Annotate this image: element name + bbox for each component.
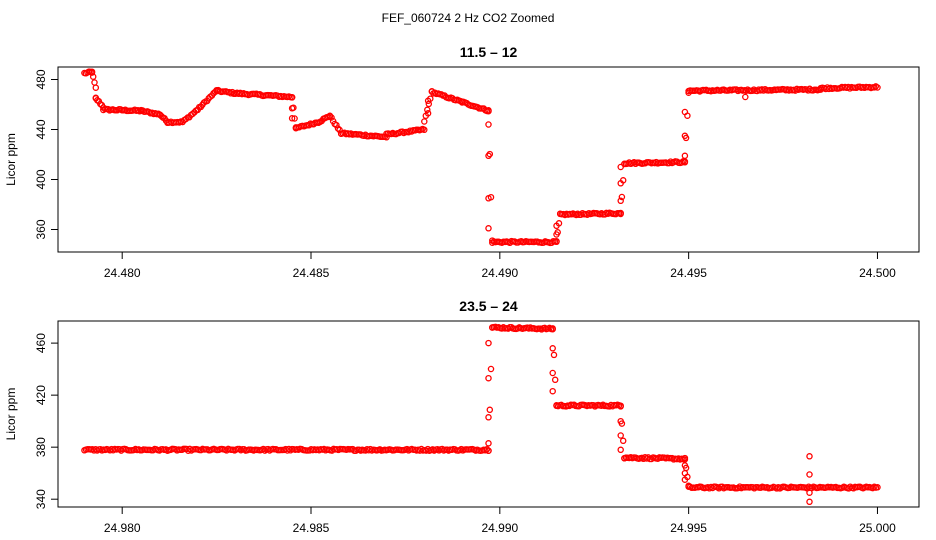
x-tick-label: 24.485: [293, 266, 330, 280]
data-point: [424, 97, 432, 105]
data-point: [334, 125, 342, 132]
data-point: [92, 95, 100, 102]
data-point: [88, 69, 96, 76]
data-point: [189, 110, 196, 118]
data-point: [617, 180, 624, 187]
data-point: [549, 369, 556, 377]
x-tick-label: 25.000: [859, 521, 896, 535]
data-point: [806, 489, 813, 496]
x-tick-label: 24.495: [670, 266, 707, 280]
y-tick-label: 400: [34, 169, 48, 189]
data-point: [681, 469, 689, 477]
x-tick-label: 24.500: [859, 266, 896, 280]
data-point: [483, 446, 491, 453]
data-point: [485, 152, 492, 160]
data-point: [617, 163, 624, 171]
x-tick-label: 24.980: [104, 521, 141, 535]
plot-frame: [57, 66, 920, 253]
data-point: [291, 115, 298, 122]
data-point: [617, 403, 624, 410]
data-point: [619, 437, 627, 445]
data-point: [485, 121, 492, 128]
data-point: [485, 374, 492, 382]
data-point: [806, 453, 813, 460]
x-tick-label: 24.995: [670, 521, 707, 535]
y-tick-label: 440: [34, 119, 48, 139]
y-axis-label: Licor ppm: [4, 133, 18, 186]
data-point: [806, 471, 813, 478]
data-point: [553, 231, 560, 238]
data-point: [549, 345, 556, 352]
data-point: [328, 114, 335, 121]
data-point: [485, 107, 492, 114]
y-tick-label: 380: [34, 437, 48, 457]
data-point: [681, 108, 689, 116]
data-point: [333, 121, 340, 129]
y-tick-label: 480: [34, 69, 48, 89]
data-point: [89, 73, 97, 80]
panel-title: 23.5 – 24: [459, 298, 518, 314]
data-point: [92, 84, 100, 91]
data-point: [421, 118, 428, 125]
y-tick-label: 340: [34, 489, 48, 509]
x-tick-label: 24.985: [293, 521, 330, 535]
x-tick-label: 24.490: [481, 266, 518, 280]
data-point: [617, 446, 624, 454]
data-point: [617, 197, 624, 205]
data-point: [485, 339, 492, 347]
y-axis-label: Licor ppm: [4, 388, 18, 441]
data-point: [288, 105, 296, 112]
data-point: [549, 325, 556, 332]
data-point: [617, 417, 624, 425]
data-point: [681, 462, 689, 469]
data-point: [681, 456, 689, 463]
data-point: [551, 376, 559, 384]
data-point: [549, 387, 556, 395]
data-point: [421, 126, 428, 134]
data-point: [681, 476, 689, 483]
data-point: [874, 84, 881, 91]
data-point: [485, 195, 492, 202]
panel-title: 11.5 – 12: [460, 44, 518, 60]
data-point: [806, 498, 813, 506]
data-point: [326, 112, 334, 120]
data-point: [485, 225, 492, 232]
data-point: [182, 115, 190, 123]
data-point: [553, 222, 560, 230]
data-point: [681, 152, 689, 160]
data-point: [424, 110, 432, 117]
data-point: [336, 126, 343, 134]
data-point: [618, 193, 626, 201]
y-tick-label: 460: [34, 333, 48, 353]
data-point: [681, 132, 689, 140]
data-point: [874, 484, 881, 491]
x-tick-label: 24.480: [104, 266, 141, 280]
panel-bottom: 23.5 – 24 24.980 24.985 24.990 24.995 25.000 3…: [4, 298, 920, 535]
data-point: [383, 134, 390, 141]
panel-top: 11.5 – 12 24.480 24.485 24.490 24.495 24.500 3…: [4, 44, 920, 280]
data-points: [81, 68, 881, 247]
data-point: [553, 237, 560, 245]
data-point: [485, 447, 492, 454]
figure-title: FEF_060724 2 Hz CO2 Zoomed: [382, 11, 555, 25]
data-points: [81, 323, 881, 506]
data-point: [550, 351, 558, 359]
plot-frame: [57, 320, 920, 508]
x-tick-label: 24.990: [481, 521, 518, 535]
data-point: [424, 106, 431, 114]
data-point: [617, 432, 624, 439]
data-point: [485, 414, 492, 421]
data-point: [288, 115, 296, 122]
data-point: [617, 210, 624, 218]
data-point: [485, 440, 492, 447]
data-point: [486, 406, 494, 414]
data-point: [742, 93, 749, 101]
data-point: [288, 94, 296, 101]
data-point: [681, 159, 689, 166]
y-tick-label: 420: [34, 385, 48, 405]
data-point: [487, 365, 495, 373]
data-point: [91, 79, 98, 86]
y-tick-label: 360: [34, 219, 48, 239]
